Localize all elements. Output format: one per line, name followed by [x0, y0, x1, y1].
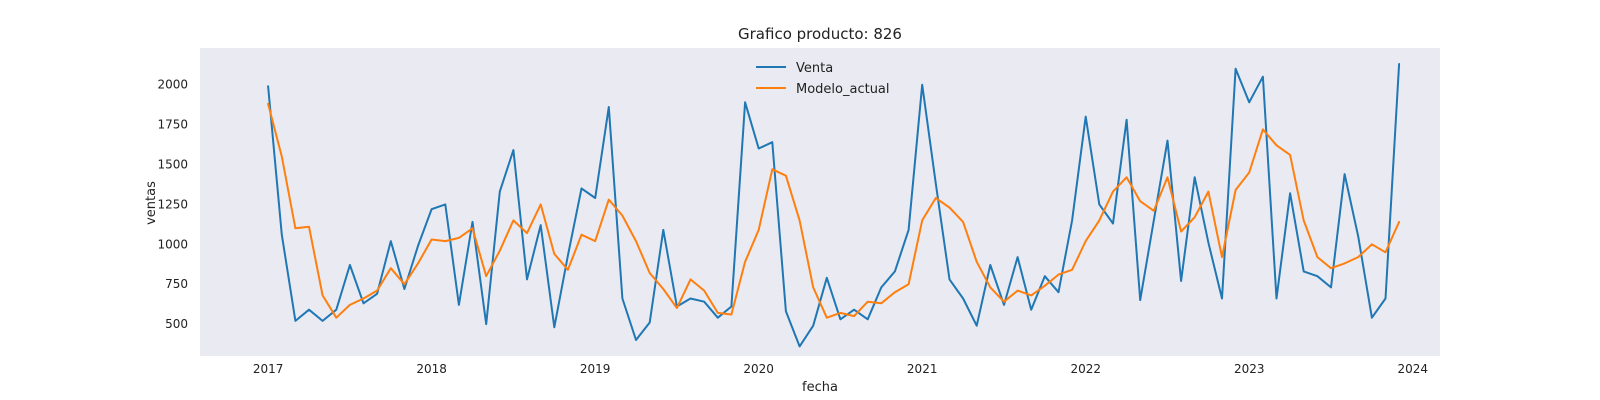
y-tick-label: 500: [165, 317, 188, 331]
y-tick-label: 1500: [157, 157, 188, 171]
legend-venta-label: Venta: [796, 61, 833, 76]
x-tick-label: 2021: [907, 362, 938, 376]
y-axis-label: ventas: [144, 181, 159, 225]
legend: Venta Modelo_actual: [756, 61, 890, 97]
y-axis: 500 750 1000 1250 1500 1750 2000: [157, 78, 188, 331]
x-axis-label: fecha: [802, 380, 838, 395]
series-layer: [267, 63, 1401, 348]
y-tick-label: 750: [165, 277, 188, 291]
x-tick-label: 2018: [416, 362, 447, 376]
x-tick-label: 2017: [253, 362, 284, 376]
y-tick-label: 1250: [157, 197, 188, 211]
x-tick-label: 2024: [1397, 362, 1428, 376]
x-tick-label: 2019: [580, 362, 611, 376]
chart-title: Grafico producto: 826: [738, 25, 902, 43]
x-tick-label: 2023: [1234, 362, 1265, 376]
legend-modelo-label: Modelo_actual: [796, 82, 890, 97]
x-tick-label: 2022: [1070, 362, 1101, 376]
x-axis: 2017 2018 2019 2020 2021 2022 2023 2024: [253, 362, 1428, 376]
series-line-modelo-actual: [267, 102, 1401, 319]
y-tick-label: 1750: [157, 118, 188, 132]
x-tick-label: 2020: [743, 362, 774, 376]
series-line-venta: [267, 63, 1401, 348]
y-tick-label: 1000: [157, 237, 188, 251]
y-tick-label: 2000: [157, 78, 188, 92]
